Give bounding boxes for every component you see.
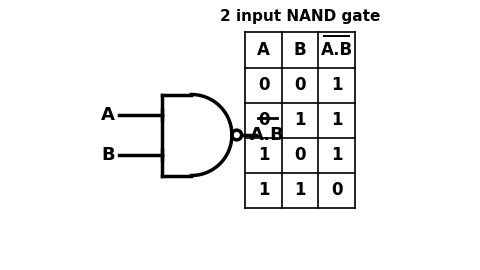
Text: 0: 0	[258, 76, 269, 94]
Text: 0: 0	[294, 76, 306, 94]
Text: 1: 1	[294, 181, 306, 199]
Text: 0: 0	[258, 111, 269, 129]
Text: 0: 0	[331, 181, 342, 199]
Text: 2 input NAND gate: 2 input NAND gate	[220, 9, 380, 24]
Text: 1: 1	[331, 146, 342, 164]
Text: B: B	[102, 146, 115, 164]
Text: 1: 1	[258, 146, 269, 164]
Text: A.B: A.B	[321, 41, 353, 59]
Text: A.B: A.B	[250, 126, 285, 144]
Text: 1: 1	[331, 76, 342, 94]
Text: 0: 0	[294, 146, 306, 164]
Text: 1: 1	[294, 111, 306, 129]
Text: B: B	[294, 41, 306, 59]
Text: A: A	[257, 41, 270, 59]
Text: 1: 1	[258, 181, 269, 199]
Text: 1: 1	[331, 111, 342, 129]
Text: A: A	[101, 106, 115, 124]
